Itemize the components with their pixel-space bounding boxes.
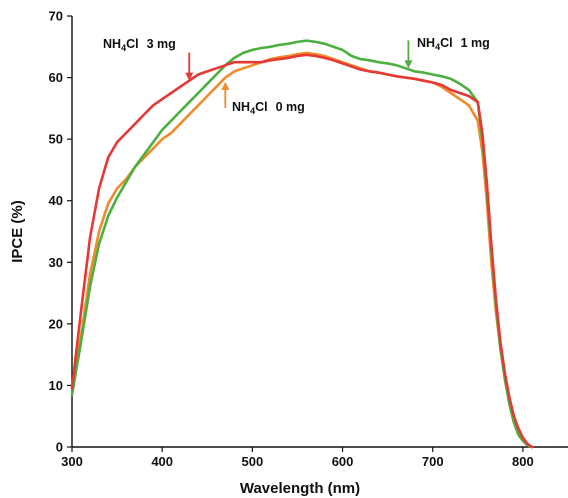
y-tick-label: 30 [49,255,63,270]
annotation-arrow-head [404,60,413,69]
y-tick-label: 10 [49,378,63,393]
x-tick-label: 600 [332,454,354,469]
annotation-label-1mg: NH4Cl 1 mg [404,36,490,69]
y-tick-label: 40 [49,193,63,208]
annotation-amount: 3 mg [147,37,176,51]
annotation-amount: 1 mg [461,36,490,50]
x-tick-label: 400 [151,454,173,469]
x-tick-label: 700 [422,454,444,469]
x-tick-label: 500 [242,454,264,469]
annotation-formula-rest: Cl [440,36,453,50]
annotation-formula-subscript: 4 [121,43,126,53]
series-lines [70,39,534,449]
annotation-formula-subscript: 4 [435,42,440,52]
x-tick-label: 300 [61,454,83,469]
x-axis-title: Wavelength (nm) [240,480,360,497]
annotation-label-0mg: NH4Cl 0 mg [221,81,305,116]
y-tick-label: 60 [49,70,63,85]
annotation-arrow-head [185,72,194,81]
y-tick-label: 70 [49,9,63,24]
annotation-formula-subscript: 4 [250,106,255,116]
x-ticks: 300 400 500 600 700 800 [61,447,534,469]
annotation-formula-rest: Cl [255,100,268,114]
annotation-formula: NH [103,37,121,51]
y-tick-label: 0 [56,440,63,455]
annotation-formula: NH [417,36,435,50]
annotation-arrow-head [221,81,230,90]
series-line-nh4cl-3mg [70,53,534,449]
annotation-label: NH4Cl 3 mg [103,37,176,53]
annotation-amount: 0 mg [276,100,305,114]
annotation-label: NH4Cl 0 mg [232,100,305,116]
annotation-label-3mg: NH4Cl 3 mg [103,37,194,81]
y-tick-label: 50 [49,132,63,147]
annotation-formula: NH [232,100,250,114]
y-axis-title: IPCE (%) [9,200,26,263]
y-ticks: 0 10 20 30 40 50 60 70 [49,9,72,455]
y-tick-label: 20 [49,316,63,331]
annotation-label: NH4Cl 1 mg [417,36,490,52]
x-tick-label: 800 [512,454,534,469]
annotation-formula-rest: Cl [126,37,139,51]
axes [71,16,568,448]
